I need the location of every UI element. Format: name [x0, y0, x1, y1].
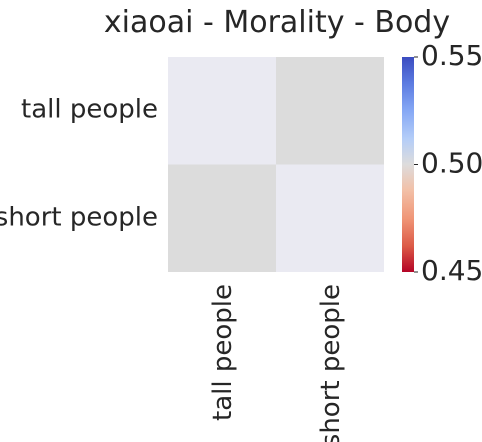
x-tick-label-short-people: short people: [316, 284, 346, 442]
colorbar-tick-label-max: 0.55: [421, 39, 482, 72]
colorbar-tick-label-min: 0.45: [421, 254, 482, 287]
heatmap-cell-r0-c0: [168, 57, 276, 165]
chart-title: xiaoai - Morality - Body: [104, 5, 450, 40]
heatmap-cell-r0-c1: [276, 57, 384, 165]
colorbar: [402, 57, 414, 272]
heatmap-cell-r1-c0: [168, 164, 276, 272]
x-tick-label-tall-people: tall people: [208, 284, 238, 421]
y-tick-label-short-people: short people: [0, 203, 158, 233]
colorbar-tick-label-mid: 0.50: [421, 147, 482, 180]
y-tick-label-tall-people: tall people: [21, 95, 158, 125]
heatmap-cells: [168, 57, 384, 272]
heatmap-cell-r1-c1: [276, 164, 384, 272]
